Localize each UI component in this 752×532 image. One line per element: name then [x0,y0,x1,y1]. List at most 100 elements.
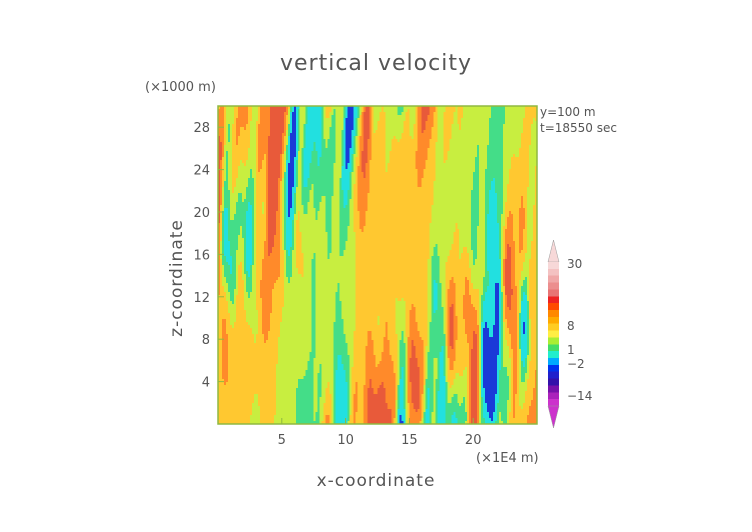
heatmap-cell [525,148,528,152]
heatmap-cell [303,133,307,137]
heatmap-cell [383,175,386,179]
heatmap-cell [449,115,452,119]
heatmap-cell [265,136,269,140]
heatmap-cell [389,178,392,182]
heatmap-cell [251,187,255,191]
heatmap-cell [483,193,486,197]
heatmap-cell [347,196,350,200]
heatmap-cell [413,187,416,191]
heatmap-cell [301,142,305,146]
heatmap-cell [515,112,518,116]
heatmap-cell [373,172,376,176]
heatmap-cell [437,184,440,188]
heatmap-cell [455,106,458,110]
heatmap-cell [359,142,362,146]
heatmap-cell [447,172,450,176]
heatmap-cell [237,124,241,128]
heatmap-cell [237,187,241,191]
heatmap-cell [311,193,315,197]
heatmap-cell [367,169,370,173]
heatmap-cell [521,109,524,113]
heatmap-cell [471,157,474,161]
heatmap-cell [263,112,267,116]
heatmap-cell [443,145,446,149]
heatmap-cell [523,106,526,110]
heatmap-cell [457,184,460,188]
heatmap-cell [243,163,247,167]
heatmap-cell [381,115,384,119]
heatmap-cell [475,187,478,191]
heatmap-cell [481,127,484,131]
heatmap-cell [449,118,452,122]
heatmap-cell [409,163,412,167]
heatmap-cell [275,190,279,194]
heatmap-cell [467,136,470,140]
heatmap-cell [395,196,398,200]
heatmap-cell [377,106,380,110]
heatmap-cell [485,121,488,125]
heatmap-cell [301,181,305,185]
heatmap-cell [327,127,331,131]
heatmap-cell [495,112,498,116]
heatmap-cell [471,172,474,176]
heatmap-cell [341,148,344,152]
heatmap-cell [477,145,480,149]
heatmap-cell [433,115,436,119]
heatmap-cell [453,172,456,176]
heatmap-cell [527,109,530,113]
heatmap-cell [341,181,344,185]
heatmap-cell [441,145,444,149]
heatmap-cell [291,127,295,131]
heatmap-cell [419,166,422,170]
heatmap-cell [305,163,309,167]
heatmap-cell [329,127,333,131]
heatmap-cell [315,139,319,143]
heatmap-cell [303,175,307,179]
heatmap-cell [303,145,307,149]
heatmap-cell [479,139,482,143]
heatmap-cell [289,139,293,143]
heatmap-cell [299,178,303,182]
heatmap-cell [521,160,524,164]
heatmap-cell [407,112,410,116]
heatmap-cell [307,142,311,146]
heatmap-cell [525,181,528,185]
heatmap-cell [227,199,231,203]
heatmap-cell [223,184,227,188]
heatmap-cell [379,115,382,119]
heatmap-cell [403,169,406,173]
heatmap-cell [241,157,245,161]
heatmap-cell [245,160,249,164]
heatmap-cell [523,109,526,113]
heatmap-cell [443,136,446,140]
heatmap-cell [279,127,283,131]
heatmap-cell [291,169,295,173]
heatmap-cell [311,109,315,113]
heatmap-cell [401,106,404,110]
heatmap-cell [499,130,502,134]
heatmap-cell [487,178,490,182]
heatmap-cell [409,184,412,188]
heatmap-cell [243,106,247,110]
heatmap-cell [395,118,398,122]
heatmap-cell [421,190,424,194]
heatmap-cell [319,154,323,158]
heatmap-cell [535,181,538,185]
heatmap-cell [235,193,239,197]
heatmap-cell [521,157,524,161]
heatmap-cell [463,130,466,134]
heatmap-cell [375,196,378,200]
heatmap-cell [349,118,352,122]
heatmap-cell [231,184,235,188]
heatmap-cell [463,157,466,161]
heatmap-cell [301,118,305,122]
heatmap-cell [415,169,418,173]
heatmap-cell [505,127,508,131]
heatmap-cell [219,148,223,152]
heatmap-cell [523,169,526,173]
heatmap-cell [375,130,378,134]
heatmap-cell [495,157,498,161]
heatmap-cell [471,175,474,179]
heatmap-cell [265,139,269,143]
heatmap-cell [411,166,414,170]
